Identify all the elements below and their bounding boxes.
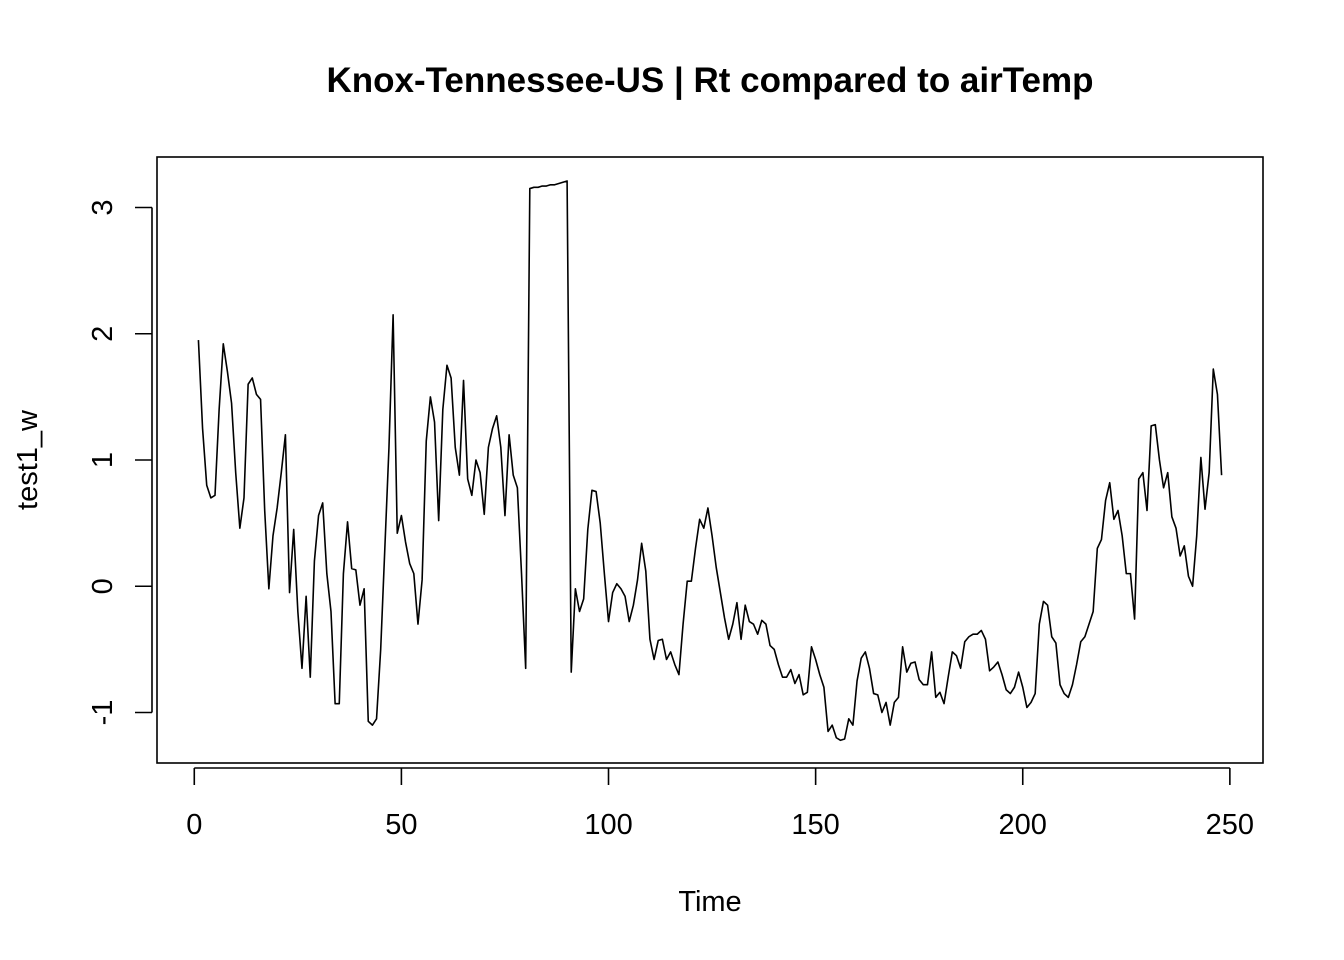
x-tick-label: 250 [1206, 809, 1254, 841]
chart-title: Knox-Tennessee-US | Rt compared to airTe… [327, 61, 1094, 100]
x-axis: 0 50 100 150 200 250 [186, 767, 1254, 841]
x-tick-label: 0 [186, 809, 202, 841]
x-axis-label: Time [678, 886, 741, 918]
y-tick-label: 3 [87, 199, 119, 215]
y-tick-label: 0 [87, 578, 119, 594]
series-line [197, 180, 1223, 742]
y-tick-label: -1 [87, 700, 119, 726]
y-axis: -1 0 1 2 3 [87, 199, 153, 726]
y-tick-label: 1 [87, 452, 119, 468]
x-tick-label: 100 [584, 809, 632, 841]
x-tick-label: 50 [385, 809, 417, 841]
x-tick-label: 200 [999, 809, 1047, 841]
y-tick-label: 2 [87, 326, 119, 342]
x-tick-label: 150 [791, 809, 839, 841]
plot-frame [156, 156, 1264, 764]
y-axis-label: test1_w [12, 409, 44, 510]
